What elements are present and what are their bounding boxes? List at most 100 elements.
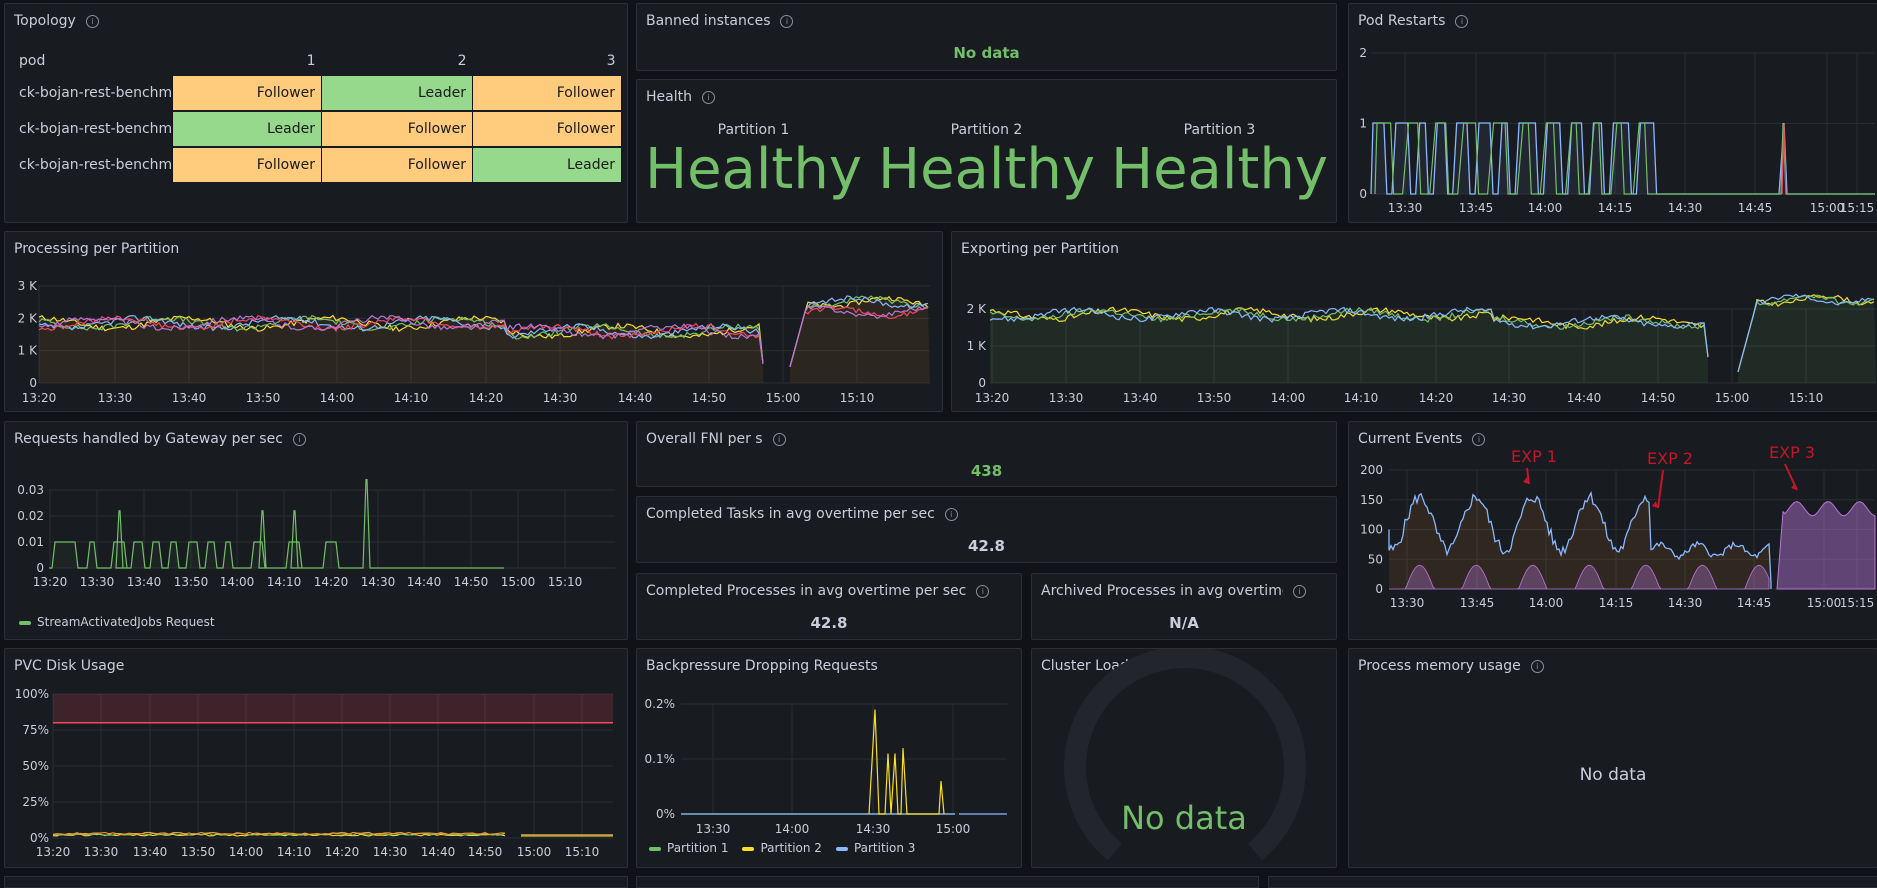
x-tick-label: 14:00 [1271,391,1306,405]
info-icon[interactable]: i [1293,584,1306,598]
stat-value: N/A [1169,614,1199,632]
legend-item[interactable]: Partition 1 [649,841,728,855]
column-header[interactable]: 2 [457,53,467,69]
pvc-chart[interactable]: 100% 75% 50% 25% 0%13:20 13:30 13:40 13:50 14:00… [5,649,628,868]
y-tick-label: 3 K [18,279,38,293]
panel-title[interactable]: Archived Processes in avg overtime i [1041,583,1306,599]
x-tick-label: 14:40 [421,845,456,859]
stat-value: 42.8 [810,614,848,632]
partition-stat: Partition 2 Healthy [877,122,1096,202]
info-icon[interactable]: i [772,432,786,446]
x-tick-label: 14:15 [1599,596,1634,610]
x-tick-label: 13:30 [98,391,133,405]
panel-title[interactable]: Requests handled by Gateway per sec i [14,431,306,447]
panel-title[interactable]: Current Events i [1358,431,1486,447]
x-tick-label: 14:45 [1738,201,1773,215]
processing-chart[interactable]: 3 K 2 K 1 K 013:20 13:30 13:40 13:50 14:00 14:10… [5,232,943,412]
next-row-panel [4,876,628,888]
series-line [1374,122,1875,195]
annotation-arrowhead [1523,477,1529,484]
x-tick-label: 14:20 [1419,391,1454,405]
panel-title[interactable]: Processing per Partition [14,241,180,257]
info-icon[interactable]: i [1530,659,1544,673]
series-line [1388,490,1772,589]
x-tick-label: 13:40 [1123,391,1158,405]
panel-title[interactable]: Banned instances i [646,13,794,29]
y-tick-label: 0% [656,807,675,821]
x-tick-label: 15:00 [936,822,971,836]
y-tick-label: 0 [978,376,986,390]
y-tick-label: 50% [22,759,49,773]
panel-title[interactable]: Completed Processes in avg overtime per … [646,583,990,599]
panel-title[interactable]: Backpressure Dropping Requests [646,658,878,674]
series-line [789,305,929,367]
x-tick-label: 14:50 [692,391,727,405]
chart-legend: Partition 1 Partition 2 Partition 3 [649,841,915,855]
x-tick-label: 13:30 [1388,201,1423,215]
y-tick-label: 0.01 [17,535,44,549]
gateway-chart[interactable]: 0.03 0.02 0.01 013:20 13:30 13:40 13:50 14:00 14… [5,422,628,640]
exporting-chart[interactable]: 2 K 1 K 013:20 13:30 13:40 13:50 14:00 14:10 14:… [952,232,1877,412]
completed-tasks-panel: Completed Tasks in avg overtime per sec i… [636,496,1337,563]
info-icon[interactable]: i [1455,14,1469,28]
y-tick-label: 0.2% [645,697,676,711]
column-header[interactable]: 3 [606,53,616,69]
archived-processes-panel: Archived Processes in avg overtime i N/A [1031,573,1337,640]
x-tick-label: 13:30 [696,822,731,836]
stat-value: 42.8 [967,537,1005,555]
y-tick-label: 150 [1360,493,1383,507]
column-header[interactable]: 1 [306,53,316,69]
x-tick-label: 13:20 [22,391,57,405]
series-line [38,314,764,364]
x-tick-label: 13:30 [84,845,119,859]
series-line [52,832,506,836]
x-tick-label: 14:40 [1567,391,1602,405]
info-icon[interactable]: i [292,432,306,446]
x-tick-label: 15:10 [840,391,875,405]
series-line [1737,294,1875,373]
panel-title[interactable]: Topology i [14,13,99,29]
panel-title[interactable]: PVC Disk Usage [14,658,125,674]
no-data-text: No data [953,44,1020,62]
legend-item[interactable]: Partition 3 [835,841,915,855]
y-tick-label: 0% [30,831,49,845]
next-row-panel [1268,876,1877,888]
info-icon[interactable]: i [944,507,958,521]
backpressure-chart[interactable]: 0.2% 0.1% 0% 13:30 14:00 14:30 15:00 [637,649,1022,868]
x-tick-label: 13:20 [975,391,1010,405]
x-tick-label: 14:20 [469,391,504,405]
y-tick-label: 0.1% [645,752,676,766]
info-icon[interactable]: i [1472,432,1486,446]
info-icon[interactable]: i [976,584,990,598]
series-area [990,307,1708,383]
column-header[interactable]: pod [19,53,46,69]
pod-restarts-chart[interactable]: 2 1 0 13:30 13:45 14:00 14:15 14:30 14:45 15:0015… [1349,4,1877,223]
panel-title[interactable]: Health i [646,89,715,105]
legend-item[interactable]: StreamActivatedJobs Request [19,615,215,629]
current-events-chart[interactable]: 200 150 100 50 0 13:30 13:45 14:00 14:15 14:30 14:… [1349,422,1877,640]
panel-title[interactable]: Exporting per Partition [961,241,1119,257]
panel-title[interactable]: Completed Tasks in avg overtime per sec i [646,506,958,522]
x-tick-label: 15:00 [501,575,536,589]
x-tick-label: 13:30 [1049,391,1084,405]
info-icon[interactable]: i [701,90,715,104]
series-area [1776,500,1876,590]
gauge-value: No data [1121,799,1247,837]
info-icon[interactable]: i [780,14,794,28]
legend-item[interactable]: Partition 2 [742,841,822,855]
series-line [38,314,764,364]
banned-instances-panel: Banned instances i No data [636,3,1337,71]
pvc-disk-usage-panel: PVC Disk Usage 100% 75% 50% 25% 0% 13:20 13:30… [4,648,628,868]
annotation-arrowhead [1652,501,1658,508]
x-tick-label: 14:00 [220,575,255,589]
x-tick-label: 14:50 [1641,391,1676,405]
panel-title[interactable]: Process memory usage i [1358,658,1544,674]
y-tick-label: 0 [1375,582,1383,596]
x-tick-label: 14:30 [373,845,408,859]
panel-title[interactable]: Pod Restarts i [1358,13,1469,29]
y-tick-label: 100 [1360,523,1383,537]
x-tick-label: 14:30 [543,391,578,405]
info-icon[interactable]: i [85,14,99,28]
